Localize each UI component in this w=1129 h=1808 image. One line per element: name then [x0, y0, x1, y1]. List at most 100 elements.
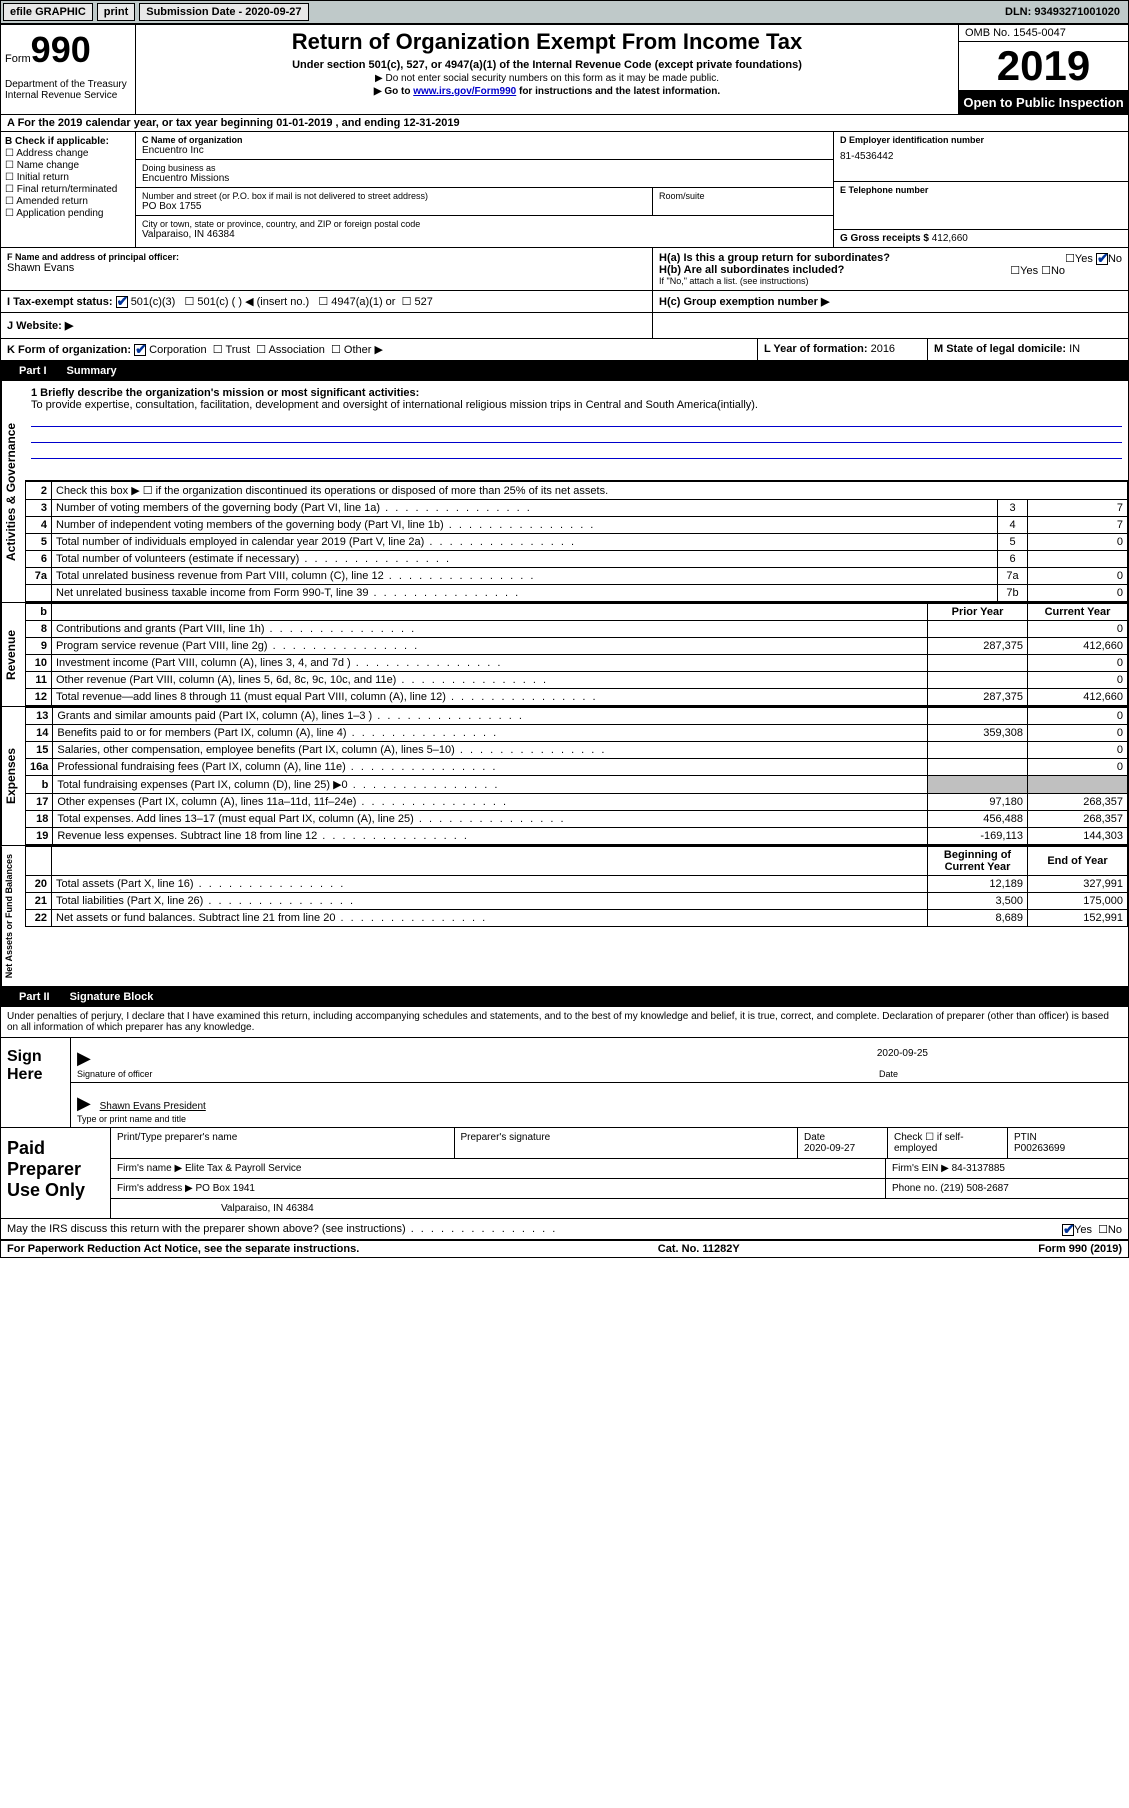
part1-label: Part I: [9, 363, 57, 379]
part2-label: Part II: [9, 989, 60, 1005]
line-box: 4: [998, 517, 1028, 534]
line-box: 7a: [998, 568, 1028, 585]
line-curr: 412,660: [1028, 638, 1128, 655]
cb-amended[interactable]: ☐ Amended return: [5, 196, 131, 207]
ptin-label: PTIN: [1014, 1132, 1037, 1143]
h-c: H(c) Group exemption number ▶: [653, 291, 1128, 312]
efile-btn[interactable]: efile GRAPHIC: [3, 3, 93, 21]
form-label: Form: [5, 53, 31, 65]
opt-other: Other ▶: [344, 344, 383, 356]
note1: ▶ Do not enter social security numbers o…: [140, 73, 954, 84]
vlabel-revenue: Revenue: [1, 603, 25, 706]
ptin: P00263699: [1014, 1143, 1065, 1154]
col-b: B Check if applicable: ☐ Address change …: [1, 132, 136, 247]
cb-501c3[interactable]: [116, 296, 128, 308]
discuss-text: May the IRS discuss this return with the…: [7, 1223, 557, 1235]
firm-name-label: Firm's name ▶: [117, 1163, 182, 1174]
line-desc: Salaries, other compensation, employee b…: [53, 742, 928, 759]
prior-header: Prior Year: [928, 604, 1028, 621]
sig-officer-line: ▶ 2020-09-25 Signature of officer Date: [71, 1038, 1128, 1083]
line-num: b: [26, 776, 53, 794]
line-desc: Benefits paid to or for members (Part IX…: [53, 725, 928, 742]
line-curr: 175,000: [1028, 893, 1128, 910]
cb-address[interactable]: ☐ Address change: [5, 148, 131, 159]
line-prior: 97,180: [928, 794, 1028, 811]
ha-no[interactable]: [1096, 253, 1108, 265]
line-desc: Total revenue—add lines 8 through 11 (mu…: [52, 689, 928, 706]
dba: Encuentro Missions: [142, 173, 827, 184]
line-num: 17: [26, 794, 53, 811]
part2-header: Part II Signature Block: [1, 987, 1128, 1007]
form-number: 990: [31, 29, 91, 70]
line-val: 7: [1028, 500, 1128, 517]
room-label: Room/suite: [659, 191, 827, 201]
line-num: 14: [26, 725, 53, 742]
self-employed[interactable]: Check ☐ if self-employed: [888, 1128, 1008, 1158]
line-num: 15: [26, 742, 53, 759]
opt-527: 527: [415, 296, 433, 308]
year-formation: L Year of formation: 2016: [758, 339, 928, 360]
prep-date-label: Date: [804, 1132, 825, 1143]
org-name: Encuentro Inc: [142, 145, 827, 156]
form-org-row: K Form of organization: Corporation ☐ Tr…: [1, 339, 758, 360]
line-num: 12: [26, 689, 52, 706]
line-curr: 152,991: [1028, 910, 1128, 927]
line-desc: Net assets or fund balances. Subtract li…: [52, 910, 928, 927]
prep-date: 2020-09-27: [804, 1143, 855, 1154]
line-prior: [928, 655, 1028, 672]
form-title: Return of Organization Exempt From Incom…: [140, 29, 954, 55]
line-desc: Revenue less expenses. Subtract line 18 …: [53, 828, 928, 845]
opt-501c: 501(c) ( ) ◀ (insert no.): [197, 296, 309, 308]
cb-pending[interactable]: ☐ Application pending: [5, 208, 131, 219]
top-bar: efile GRAPHIC print Submission Date - 20…: [0, 0, 1129, 24]
irs-link[interactable]: www.irs.gov/Form990: [413, 86, 516, 97]
line-desc: Total liabilities (Part X, line 26): [52, 893, 928, 910]
line-num: 10: [26, 655, 52, 672]
net-table: Beginning of Current YearEnd of Year 20 …: [25, 846, 1128, 927]
header-right: OMB No. 1545-0047 2019 Open to Public In…: [958, 25, 1128, 114]
h-note: If "No," attach a list. (see instruction…: [659, 276, 1122, 286]
line-prior: [928, 776, 1028, 794]
line-curr: 0: [1028, 725, 1128, 742]
gross-label: G Gross receipts $: [840, 233, 929, 244]
line-curr: 0: [1028, 621, 1128, 638]
line-desc: Total number of individuals employed in …: [52, 534, 998, 551]
line-curr: 0: [1028, 742, 1128, 759]
tax-exempt-row: I Tax-exempt status: 501(c)(3) ☐ 501(c) …: [1, 291, 653, 312]
phone-label-e: E Telephone number: [840, 185, 1122, 195]
line-prior: -169,113: [928, 828, 1028, 845]
line-num: 9: [26, 638, 52, 655]
firm-ein-label: Firm's EIN ▶: [892, 1163, 949, 1174]
cb-initial[interactable]: ☐ Initial return: [5, 172, 131, 183]
line-num: 22: [26, 910, 52, 927]
line-desc: Grants and similar amounts paid (Part IX…: [53, 708, 928, 725]
line-prior: [928, 742, 1028, 759]
preparer-block: Paid Preparer Use Only Print/Type prepar…: [1, 1127, 1128, 1218]
note2: ▶ Go to www.irs.gov/Form990 for instruct…: [140, 86, 954, 97]
gross-receipts: 412,660: [932, 233, 968, 244]
header-center: Return of Organization Exempt From Incom…: [136, 25, 958, 114]
form-org-label: K Form of organization:: [7, 344, 131, 356]
line-box: 6: [998, 551, 1028, 568]
current-header: Current Year: [1028, 604, 1128, 621]
line-val: 0: [1028, 568, 1128, 585]
part1-title: Summary: [67, 365, 117, 377]
paid-preparer-label: Paid Preparer Use Only: [1, 1128, 111, 1218]
line-curr: 0: [1028, 708, 1128, 725]
state-domicile: M State of legal domicile: IN: [928, 339, 1128, 360]
tax-year: 2019: [959, 42, 1128, 91]
cb-corp[interactable]: [134, 344, 146, 356]
cb-name[interactable]: ☐ Name change: [5, 160, 131, 171]
line-prior: [928, 708, 1028, 725]
cb-final[interactable]: ☐ Final return/terminated: [5, 184, 131, 195]
part1-header: Part I Summary: [1, 361, 1128, 381]
line-curr: 327,991: [1028, 876, 1128, 893]
discuss-yes[interactable]: [1062, 1224, 1074, 1236]
line-val: 7: [1028, 517, 1128, 534]
h-b: H(b) Are all subordinates included? ☐Yes…: [659, 264, 1122, 276]
print-btn[interactable]: print: [97, 3, 135, 21]
line-num: 18: [26, 811, 53, 828]
addr-label: Number and street (or P.O. box if mail i…: [142, 191, 646, 201]
line-num: 20: [26, 876, 52, 893]
footer: For Paperwork Reduction Act Notice, see …: [1, 1240, 1128, 1257]
